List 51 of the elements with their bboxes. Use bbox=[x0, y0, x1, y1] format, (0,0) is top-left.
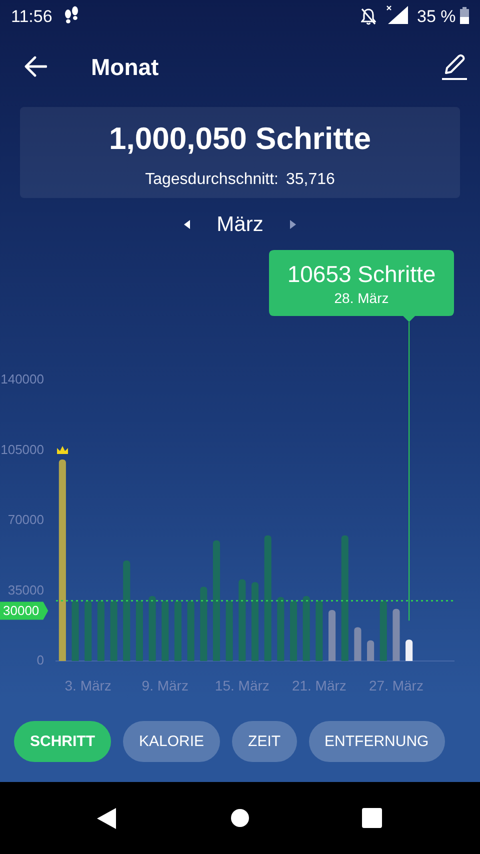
bar bbox=[277, 596, 284, 661]
bar bbox=[302, 596, 310, 661]
text: 28. März bbox=[333, 290, 390, 307]
bar bbox=[97, 600, 104, 661]
text: 11:56 bbox=[11, 7, 52, 27]
x-tick-label: 3. März bbox=[64, 677, 112, 694]
x-tick-label: 15. März bbox=[214, 677, 270, 694]
chart-title: 1,000,050 Schritte bbox=[108, 121, 372, 157]
x-tick-label: 21. März bbox=[292, 677, 346, 694]
bar bbox=[123, 560, 130, 661]
bar bbox=[148, 596, 156, 661]
y-tick-label: 140000 bbox=[0, 372, 44, 387]
bar bbox=[200, 586, 208, 661]
ref-line-label: 30000 bbox=[3, 602, 40, 618]
bar bbox=[136, 600, 143, 661]
text: Monat bbox=[91, 53, 159, 81]
bar bbox=[380, 600, 387, 661]
bar bbox=[392, 608, 400, 661]
bar bbox=[58, 459, 66, 661]
y-tick-label: 105000 bbox=[0, 442, 44, 457]
bar bbox=[290, 600, 298, 661]
bar bbox=[72, 600, 79, 661]
bar bbox=[264, 535, 272, 661]
text: SCHRITT bbox=[30, 733, 95, 750]
bar bbox=[316, 600, 323, 661]
bar bbox=[406, 640, 413, 661]
bar bbox=[84, 600, 92, 661]
bar bbox=[110, 600, 118, 661]
text: 35 % bbox=[417, 7, 456, 27]
text: ENTFERNUNG bbox=[324, 733, 429, 750]
text: KALORIE bbox=[139, 733, 204, 750]
bar bbox=[354, 627, 362, 661]
text: 10653 Schritte bbox=[286, 260, 437, 288]
bar bbox=[251, 582, 259, 661]
y-tick-label: 70000 bbox=[8, 512, 44, 528]
x-tick-label: 27. März bbox=[368, 677, 424, 694]
y-tick-label: 0 bbox=[36, 652, 44, 668]
bar bbox=[367, 640, 374, 661]
bar bbox=[212, 540, 220, 661]
x-tick-label: 9. März bbox=[142, 677, 188, 694]
bar bbox=[174, 600, 182, 661]
bar bbox=[187, 600, 194, 661]
bar bbox=[226, 600, 233, 661]
y-tick-label: 35000 bbox=[8, 582, 44, 598]
bar bbox=[238, 579, 246, 661]
bar bbox=[162, 600, 169, 661]
chart-subtitle: Tagesdurchschnitt: 35,716 bbox=[144, 170, 336, 190]
text: ZEIT bbox=[248, 733, 281, 750]
bar bbox=[328, 610, 336, 661]
text: März bbox=[216, 212, 264, 238]
bar bbox=[341, 535, 348, 661]
